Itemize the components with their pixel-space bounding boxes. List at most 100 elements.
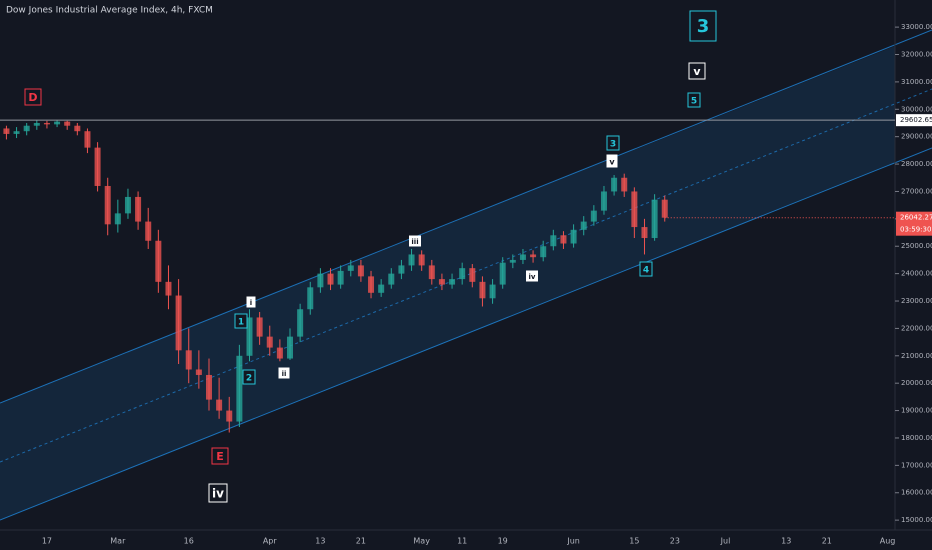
wave-label-box xyxy=(606,135,620,151)
candle-body xyxy=(64,121,71,126)
y-tick-label: 24000.00 xyxy=(901,270,932,278)
y-tick-label: 19000.00 xyxy=(901,407,932,415)
candle-body xyxy=(54,121,61,125)
wave-label: ii xyxy=(282,370,287,378)
candle-body xyxy=(560,235,567,244)
candle-body xyxy=(621,177,628,192)
candle-body xyxy=(3,128,10,134)
candle-body xyxy=(297,309,304,337)
candle-body xyxy=(479,281,486,299)
wave-label: 2 xyxy=(246,374,252,384)
candle-body xyxy=(368,276,375,293)
candle-body xyxy=(580,221,587,230)
candle-body xyxy=(226,410,233,422)
y-tick-label: 18000.00 xyxy=(901,434,932,442)
y-tick-label: 30000.00 xyxy=(901,105,932,113)
candle-body xyxy=(489,284,496,299)
candle-body xyxy=(327,273,334,285)
candle-body xyxy=(236,355,243,422)
y-tick-label: 20000.00 xyxy=(901,379,932,387)
y-tick-label: 17000.00 xyxy=(901,461,932,469)
candle-body xyxy=(611,177,618,192)
candle-body xyxy=(378,284,385,293)
x-tick-label: Jul xyxy=(720,537,731,546)
wave-label: 3 xyxy=(697,16,710,37)
x-tick-label: 19 xyxy=(498,537,508,546)
y-tick-label: 23000.00 xyxy=(901,297,932,305)
candle-body xyxy=(347,265,354,271)
y-tick-label: 15000.00 xyxy=(901,516,932,524)
wave-label: D xyxy=(28,91,37,104)
wave-label-box xyxy=(409,235,421,247)
candle-body xyxy=(104,185,111,225)
wave-label-box xyxy=(526,270,538,282)
x-tick-label: 23 xyxy=(670,537,680,546)
wave-label-box xyxy=(242,369,256,385)
channel-median xyxy=(0,88,932,463)
wave-label-box xyxy=(688,62,706,80)
y-tick-label: 21000.00 xyxy=(901,352,932,360)
candle-body xyxy=(276,347,283,359)
candle-body xyxy=(590,210,597,222)
candle-body xyxy=(509,259,516,263)
countdown-label: 03:59:30 xyxy=(900,226,931,234)
candle-body xyxy=(145,221,152,241)
candle-body xyxy=(195,369,202,375)
candle-body xyxy=(266,336,273,348)
y-tick-label: 31000.00 xyxy=(901,78,932,86)
x-tick-label: Jun xyxy=(566,537,580,546)
wave-label-box xyxy=(234,313,248,329)
last-price-box xyxy=(896,211,932,236)
channel-lower xyxy=(0,147,932,521)
y-tick-label: 33000.00 xyxy=(901,23,932,31)
candle-body xyxy=(216,399,223,411)
candle-body xyxy=(570,229,577,244)
x-tick-label: 13 xyxy=(781,537,791,546)
last-price-label: 26042.27 xyxy=(900,214,932,222)
candle-body xyxy=(357,265,364,277)
candle-body xyxy=(155,240,162,282)
y-tick-label: 16000.00 xyxy=(901,489,932,497)
x-tick-label: Mar xyxy=(110,537,126,546)
candle-body xyxy=(661,199,668,218)
candle-body xyxy=(631,191,638,228)
candle-body xyxy=(246,317,253,356)
wave-label: 4 xyxy=(643,266,649,276)
hline-label: 29602.65 xyxy=(900,116,932,124)
candle-body xyxy=(307,287,314,310)
candle-body xyxy=(459,268,466,280)
wave-label: iii xyxy=(411,238,418,246)
candle-body xyxy=(530,254,537,258)
wave-label-box xyxy=(639,261,653,277)
candle-body xyxy=(135,196,142,222)
x-tick-label: 21 xyxy=(822,537,832,546)
y-tick-label: 29000.00 xyxy=(901,133,932,141)
x-tick-label: 16 xyxy=(184,537,194,546)
candle-body xyxy=(519,254,526,260)
candle-body xyxy=(398,265,405,274)
candle-body xyxy=(84,131,91,148)
wave-label-box xyxy=(278,367,290,379)
candle-body xyxy=(388,273,395,285)
wave-label-box xyxy=(24,88,42,106)
x-tick-label: 15 xyxy=(629,537,639,546)
candle-body xyxy=(175,295,182,351)
candle-body xyxy=(550,235,557,247)
candle-body xyxy=(33,122,40,126)
x-tick-label: Aug xyxy=(880,537,896,546)
x-tick-label: May xyxy=(413,537,430,546)
candle-body xyxy=(74,125,81,132)
wave-label: 3 xyxy=(610,140,616,150)
x-tick-label: 21 xyxy=(356,537,366,546)
wave-label: 1 xyxy=(238,318,244,328)
candle-body xyxy=(256,317,263,337)
wave-label: i xyxy=(250,299,252,307)
x-tick-label: 11 xyxy=(457,537,467,546)
y-tick-label: 32000.00 xyxy=(901,51,932,59)
candle-body xyxy=(165,281,172,296)
candle-body xyxy=(114,213,121,225)
candle-body xyxy=(408,254,415,266)
wave-label-box xyxy=(208,483,228,503)
candle-body xyxy=(641,227,648,239)
